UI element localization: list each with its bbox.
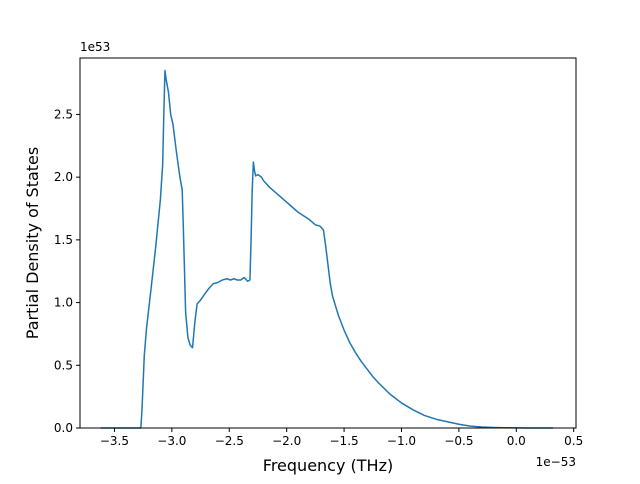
x-tick-label: 0.0: [507, 434, 526, 448]
x-axis-label: Frequency (THz): [263, 456, 393, 475]
y-offset-label: 1e53: [80, 40, 110, 54]
y-axis-label: Partial Density of States: [23, 147, 42, 339]
y-tick-label: 2.0: [54, 170, 73, 184]
x-tick-label: −2.5: [215, 434, 244, 448]
x-tick-label: −0.5: [444, 434, 473, 448]
plot-frame: [79, 57, 577, 429]
plot-area: [80, 58, 576, 428]
y-tick-label: 2.5: [54, 107, 73, 121]
y-tick-label: 0.5: [54, 358, 73, 372]
x-tick-label: 0.5: [564, 434, 583, 448]
y-tick-label: 0.0: [54, 421, 73, 435]
x-tick-label: −2.0: [272, 434, 301, 448]
series-layer: [100, 69, 554, 429]
x-axis-ticks: −3.5 −3.0 −2.5 −2.0 −1.5 −1.0 −0.5 0.0 0.5: [100, 428, 583, 448]
x-offset-label: 1e−53: [536, 455, 576, 469]
x-tick-label: −1.5: [330, 434, 359, 448]
series-line-0: [100, 69, 554, 429]
y-axis-ticks: 0.0 0.5 1.0 1.5 2.0 2.5: [54, 107, 80, 435]
x-tick-label: −1.0: [387, 434, 416, 448]
x-tick-label: −3.5: [100, 434, 129, 448]
y-tick-label: 1.0: [54, 296, 73, 310]
x-tick-label: −3.0: [157, 434, 186, 448]
y-tick-label: 1.5: [54, 233, 73, 247]
